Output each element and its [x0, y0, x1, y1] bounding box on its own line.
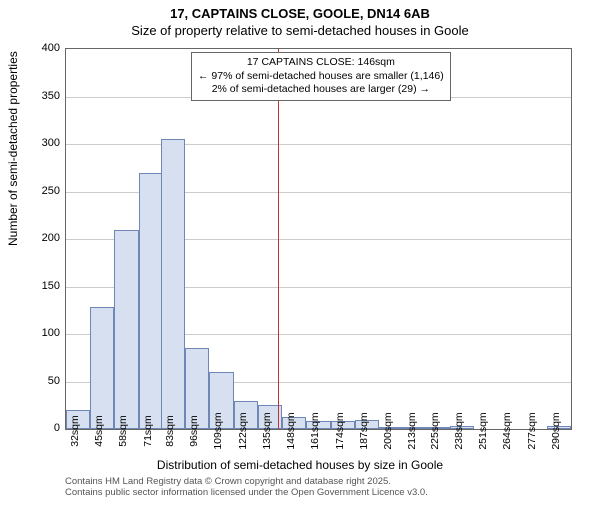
x-tick: 122sqm [237, 412, 249, 449]
x-tick: 45sqm [93, 415, 105, 447]
footer-attribution: Contains HM Land Registry data © Crown c… [65, 476, 428, 499]
x-tick: 264sqm [501, 412, 513, 449]
histogram-bar [114, 230, 138, 430]
x-tick: 32sqm [69, 415, 81, 447]
histogram-bar [90, 307, 114, 429]
y-tick: 0 [28, 422, 60, 434]
x-tick: 238sqm [453, 412, 465, 449]
x-tick: 58sqm [117, 415, 129, 447]
annotation-line-2: ← 97% of semi-detached houses are smalle… [198, 70, 444, 84]
y-axis-label: Number of semi-detached properties [6, 51, 20, 246]
y-tick: 350 [28, 90, 60, 102]
gridline [66, 144, 571, 145]
y-tick: 300 [28, 137, 60, 149]
histogram-bar [161, 139, 185, 429]
x-tick: 225sqm [429, 412, 441, 449]
y-tick: 150 [28, 280, 60, 292]
x-tick: 71sqm [142, 415, 154, 447]
y-tick: 50 [28, 375, 60, 387]
x-tick: 135sqm [261, 412, 273, 449]
chart-container: 17, CAPTAINS CLOSE, GOOLE, DN14 6AB Size… [0, 6, 600, 506]
footer-line-2: Contains public sector information licen… [65, 487, 428, 498]
annotation-line-3: 2% of semi-detached houses are larger (2… [198, 83, 444, 97]
plot-area: 17 CAPTAINS CLOSE: 146sqm← 97% of semi-d… [65, 48, 572, 430]
x-tick: 213sqm [406, 412, 418, 449]
property-marker-line [278, 49, 279, 429]
x-tick: 200sqm [382, 412, 394, 449]
footer-line-1: Contains HM Land Registry data © Crown c… [65, 476, 428, 487]
y-tick: 400 [28, 42, 60, 54]
histogram-bar [139, 173, 163, 430]
y-tick: 250 [28, 185, 60, 197]
x-tick: 109sqm [212, 412, 224, 449]
y-tick: 100 [28, 327, 60, 339]
x-tick: 187sqm [358, 412, 370, 449]
x-tick: 277sqm [526, 412, 538, 449]
title-main: 17, CAPTAINS CLOSE, GOOLE, DN14 6AB [0, 6, 600, 21]
x-tick: 96sqm [188, 415, 200, 447]
annotation-line-1: 17 CAPTAINS CLOSE: 146sqm [198, 56, 444, 70]
x-tick: 83sqm [164, 415, 176, 447]
annotation-box: 17 CAPTAINS CLOSE: 146sqm← 97% of semi-d… [191, 52, 451, 101]
x-tick: 161sqm [309, 412, 321, 449]
x-tick: 290sqm [550, 412, 562, 449]
x-tick: 174sqm [334, 412, 346, 449]
y-tick: 200 [28, 232, 60, 244]
x-tick: 148sqm [285, 412, 297, 449]
title-sub: Size of property relative to semi-detach… [0, 23, 600, 38]
x-tick: 251sqm [477, 412, 489, 449]
x-axis-label: Distribution of semi-detached houses by … [0, 458, 600, 472]
